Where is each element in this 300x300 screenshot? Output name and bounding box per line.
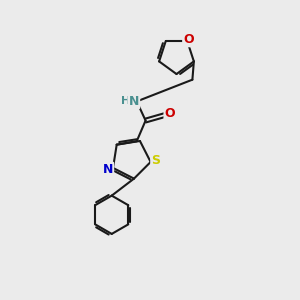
Text: H: H: [121, 96, 130, 106]
Text: O: O: [165, 107, 175, 120]
Text: S: S: [152, 154, 160, 167]
Text: N: N: [129, 95, 139, 108]
Text: N: N: [103, 163, 113, 176]
Text: O: O: [183, 33, 194, 46]
